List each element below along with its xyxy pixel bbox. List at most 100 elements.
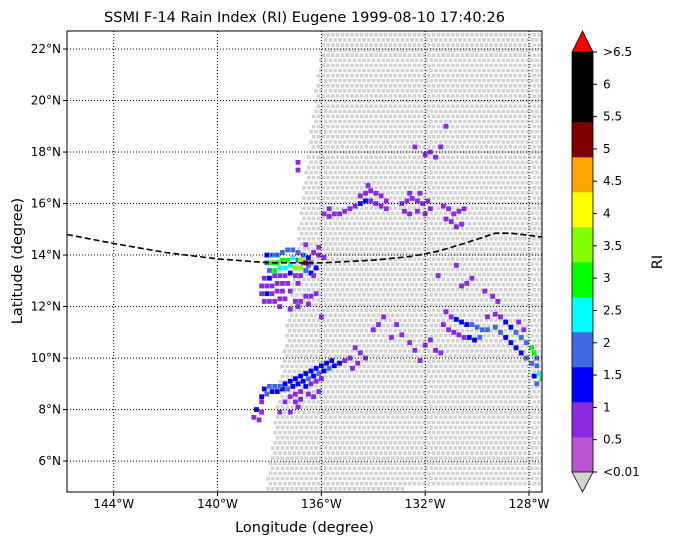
no-rain-pixel xyxy=(323,293,328,297)
no-rain-pixel xyxy=(439,435,443,440)
no-rain-pixel xyxy=(343,466,347,471)
no-rain-pixel xyxy=(398,328,402,333)
no-rain-pixel xyxy=(441,288,445,292)
no-rain-pixel xyxy=(350,216,354,221)
no-rain-pixel xyxy=(304,486,309,491)
no-rain-pixel xyxy=(309,323,313,328)
no-rain-pixel xyxy=(424,323,429,328)
no-rain-pixel xyxy=(441,420,445,425)
no-rain-pixel xyxy=(374,339,378,343)
no-rain-pixel xyxy=(434,344,438,348)
no-rain-pixel xyxy=(520,231,525,236)
no-rain-pixel xyxy=(283,420,287,425)
rain-pixel xyxy=(293,376,298,382)
no-rain-pixel xyxy=(343,68,347,73)
no-rain-pixel xyxy=(367,150,371,154)
no-rain-pixel xyxy=(374,451,378,455)
no-rain-pixel xyxy=(311,298,316,302)
no-rain-pixel xyxy=(415,68,419,73)
no-rain-pixel xyxy=(407,84,412,88)
no-rain-pixel xyxy=(383,339,388,343)
no-rain-pixel xyxy=(393,328,397,333)
no-rain-pixel xyxy=(340,94,345,98)
no-rain-pixel xyxy=(340,216,345,221)
no-rain-pixel xyxy=(491,415,496,420)
no-rain-pixel xyxy=(412,257,417,261)
no-rain-pixel xyxy=(364,135,369,139)
no-rain-pixel xyxy=(283,451,287,455)
no-rain-pixel xyxy=(328,211,333,216)
no-rain-pixel xyxy=(343,242,347,246)
no-rain-pixel xyxy=(326,135,330,139)
no-rain-pixel xyxy=(340,257,345,261)
no-rain-pixel xyxy=(338,323,342,328)
no-rain-pixel xyxy=(388,145,393,149)
no-rain-pixel xyxy=(532,359,537,363)
no-rain-pixel xyxy=(460,186,465,190)
no-rain-pixel xyxy=(381,374,385,379)
no-rain-pixel xyxy=(359,420,364,425)
no-rain-pixel xyxy=(321,451,325,455)
no-rain-pixel xyxy=(532,124,537,129)
no-rain-pixel xyxy=(472,405,477,409)
no-rain-pixel xyxy=(532,33,537,37)
rain-pixel xyxy=(456,208,462,214)
no-rain-pixel xyxy=(338,191,342,195)
no-rain-pixel xyxy=(321,135,325,139)
no-rain-pixel xyxy=(535,293,539,297)
rain-pixel xyxy=(326,365,332,371)
no-rain-pixel xyxy=(453,384,457,389)
no-rain-pixel xyxy=(407,63,412,68)
no-rain-pixel xyxy=(487,242,491,246)
no-rain-pixel xyxy=(343,231,347,236)
no-rain-pixel xyxy=(352,476,357,481)
no-rain-pixel xyxy=(518,73,522,78)
no-rain-pixel xyxy=(460,441,465,445)
no-rain-pixel xyxy=(328,446,333,450)
no-rain-pixel xyxy=(477,303,481,307)
no-rain-pixel xyxy=(463,119,467,124)
no-rain-pixel xyxy=(379,237,383,241)
no-rain-pixel xyxy=(441,257,445,261)
no-rain-pixel xyxy=(520,435,525,440)
no-rain-pixel xyxy=(398,135,402,139)
no-rain-pixel xyxy=(465,175,469,180)
no-rain-pixel xyxy=(350,104,354,108)
no-rain-pixel xyxy=(340,206,345,210)
no-rain-pixel xyxy=(417,165,421,170)
no-rain-pixel xyxy=(436,461,441,465)
no-rain-pixel xyxy=(391,374,395,379)
no-rain-pixel xyxy=(400,272,405,277)
no-rain-pixel xyxy=(477,262,481,267)
no-rain-pixel xyxy=(376,221,381,226)
no-rain-pixel xyxy=(484,124,489,129)
no-rain-pixel xyxy=(427,43,431,47)
no-rain-pixel xyxy=(355,237,359,241)
no-rain-pixel xyxy=(398,186,402,190)
no-rain-pixel xyxy=(321,308,325,312)
no-rain-pixel xyxy=(419,129,424,134)
no-rain-pixel xyxy=(487,191,491,195)
no-rain-pixel xyxy=(496,333,501,338)
no-rain-pixel xyxy=(489,430,493,435)
no-rain-pixel xyxy=(307,288,311,292)
no-rain-pixel xyxy=(417,186,421,190)
no-rain-pixel xyxy=(431,94,436,98)
no-rain-pixel xyxy=(271,476,275,481)
no-rain-pixel xyxy=(405,456,409,460)
no-rain-pixel xyxy=(407,288,412,292)
no-rain-pixel xyxy=(321,339,325,343)
no-rain-pixel xyxy=(431,461,436,465)
no-rain-pixel xyxy=(355,84,359,88)
no-rain-pixel xyxy=(412,390,417,394)
no-rain-pixel xyxy=(539,395,542,399)
rain-pixel xyxy=(267,299,272,304)
no-rain-pixel xyxy=(319,221,323,226)
no-rain-pixel xyxy=(424,150,429,154)
no-rain-pixel xyxy=(371,129,376,134)
no-rain-pixel xyxy=(419,384,424,389)
no-rain-pixel xyxy=(410,180,414,185)
no-rain-pixel xyxy=(451,196,455,200)
no-rain-pixel xyxy=(465,33,469,37)
no-rain-pixel xyxy=(537,349,541,353)
